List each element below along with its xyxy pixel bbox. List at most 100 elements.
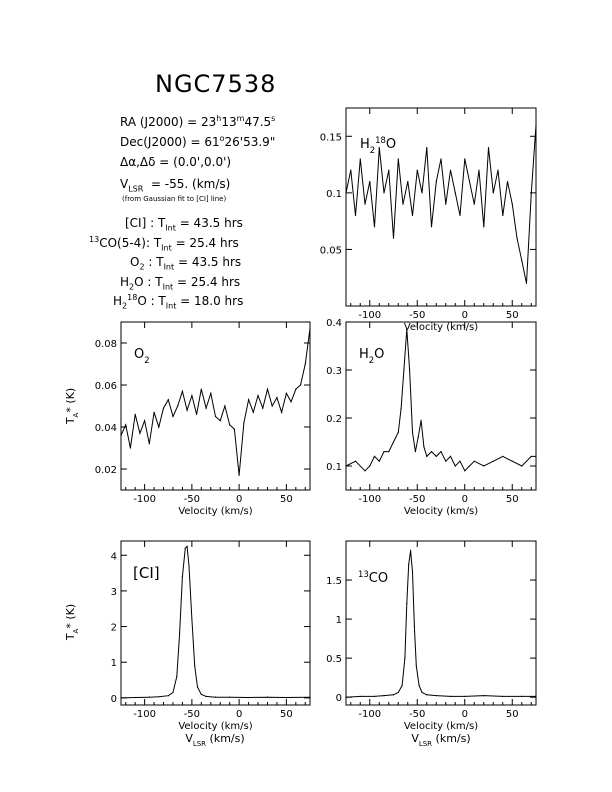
y-tick-label-13co: 1 bbox=[336, 615, 342, 626]
data-point-h2o bbox=[354, 460, 357, 462]
panel-label-o2: O2 bbox=[134, 347, 150, 365]
data-point-13co bbox=[383, 695, 385, 697]
data-point-ci bbox=[229, 696, 231, 698]
data-point-h2o bbox=[454, 465, 456, 467]
data-point-h218o bbox=[516, 237, 518, 239]
y-tick-label-h218o: 0.1 bbox=[326, 189, 342, 200]
data-point-13co bbox=[464, 695, 466, 698]
data-point-13co bbox=[359, 695, 361, 698]
data-point-h218o bbox=[473, 203, 475, 205]
data-point-13co bbox=[535, 695, 537, 698]
data-point-o2 bbox=[172, 415, 174, 418]
data-point-ci bbox=[184, 547, 186, 549]
data-point-h2o bbox=[535, 455, 537, 457]
x-tick-label-o2: 0 bbox=[236, 494, 242, 505]
data-point-o2 bbox=[181, 390, 184, 392]
data-point-o2 bbox=[247, 399, 250, 401]
data-point-h2o bbox=[430, 451, 433, 453]
data-point-h218o bbox=[525, 282, 528, 284]
data-point-h2o bbox=[383, 451, 385, 453]
data-point-ci bbox=[134, 696, 136, 699]
data-point-13co bbox=[406, 602, 408, 605]
offset-line: Δα,Δδ = (0.0',0.0') bbox=[120, 155, 232, 169]
data-point-h2o bbox=[449, 455, 452, 457]
plot-frame-h218o bbox=[345, 107, 537, 307]
data-point-13co bbox=[404, 657, 406, 659]
data-point-ci bbox=[167, 695, 169, 697]
data-point-o2 bbox=[210, 392, 212, 394]
data-point-ci bbox=[188, 565, 190, 567]
data-point-h218o bbox=[407, 180, 409, 183]
data-point-h2o bbox=[406, 328, 408, 330]
x-tick-label-ci: -100 bbox=[133, 709, 156, 720]
data-point-h2o bbox=[397, 431, 399, 433]
data-point-h218o bbox=[435, 180, 437, 183]
data-point-h218o bbox=[421, 192, 423, 194]
data-point-h218o bbox=[402, 203, 404, 205]
y-tick-label-h2o: 0.3 bbox=[326, 366, 342, 377]
dec-line: Dec(J2000) = 61o26'53.9" bbox=[120, 134, 276, 149]
ra-line: RA (J2000) = 23h13m47.5s bbox=[120, 114, 276, 129]
data-point-o2 bbox=[214, 415, 217, 418]
y-tick-label-h218o: 0.05 bbox=[320, 245, 342, 256]
y-tick-label-h2o: 0.2 bbox=[326, 414, 342, 425]
data-point-h218o bbox=[521, 260, 523, 262]
data-point-o2 bbox=[200, 388, 202, 390]
data-point-o2 bbox=[186, 409, 188, 411]
data-point-o2 bbox=[243, 422, 245, 424]
vlsr-note: (from Gaussian fit to [CI] line) bbox=[122, 195, 227, 203]
data-point-h218o bbox=[445, 203, 447, 205]
vlsr-axis-label-13co: VLSR (km/s) bbox=[411, 732, 470, 748]
data-point-h218o bbox=[388, 169, 390, 171]
data-point-h218o bbox=[373, 226, 376, 228]
data-point-h2o bbox=[502, 455, 504, 457]
y-tick-label-h218o: 0.15 bbox=[320, 132, 342, 143]
data-point-ci bbox=[186, 545, 188, 547]
data-point-h2o bbox=[411, 431, 414, 433]
data-point-h218o bbox=[350, 169, 352, 171]
y-tick-label-h2o: 0.1 bbox=[326, 462, 342, 473]
data-point-ci bbox=[247, 696, 250, 699]
data-point-o2 bbox=[120, 434, 122, 436]
x-tick-label-13co: -100 bbox=[358, 709, 381, 720]
data-point-o2 bbox=[309, 327, 311, 329]
integration-13co: 13CO(5-4): TInt = 25.4 hrs bbox=[89, 235, 239, 253]
data-point-h218o bbox=[483, 226, 485, 228]
data-point-o2 bbox=[162, 407, 165, 409]
data-point-o2 bbox=[285, 392, 287, 394]
y-tick-label-ci: 3 bbox=[111, 587, 117, 598]
panel-label-13co: 13CO bbox=[358, 569, 388, 586]
data-point-h2o bbox=[409, 369, 411, 371]
data-point-h2o bbox=[435, 455, 437, 457]
x-tick-label-h218o: 0 bbox=[462, 310, 468, 321]
x-tick-label-h2o: -50 bbox=[409, 494, 425, 505]
panel-label-ci: [CI] bbox=[133, 564, 160, 582]
x-tick-label-13co: 0 bbox=[462, 709, 468, 720]
data-point-o2 bbox=[262, 407, 264, 409]
data-point-h218o bbox=[459, 214, 461, 217]
x-axis-label-o2: Velocity (km/s) bbox=[178, 506, 252, 517]
data-point-o2 bbox=[125, 424, 127, 426]
data-point-h218o bbox=[506, 180, 509, 183]
data-point-13co bbox=[415, 665, 417, 667]
data-point-h218o bbox=[364, 203, 366, 205]
data-point-o2 bbox=[153, 411, 155, 413]
x-axis-label-ci: Velocity (km/s) bbox=[178, 721, 252, 732]
data-point-h218o bbox=[378, 147, 380, 149]
data-point-ci bbox=[181, 576, 184, 578]
data-point-h218o bbox=[487, 147, 490, 149]
x-tick-label-13co: -50 bbox=[409, 709, 425, 720]
plot-frame-o2 bbox=[120, 321, 311, 491]
plot-frame-h2o bbox=[345, 321, 537, 491]
data-point-o2 bbox=[219, 420, 221, 422]
x-tick-label-h2o: 0 bbox=[462, 494, 468, 505]
y-axis-label-o2: TA* (K) bbox=[64, 388, 80, 425]
data-point-h2o bbox=[414, 451, 416, 453]
data-point-h2o bbox=[445, 460, 447, 462]
data-point-o2 bbox=[139, 432, 141, 434]
data-point-o2 bbox=[177, 405, 179, 407]
integration-o2: O2 : TInt = 43.5 hrs bbox=[130, 255, 242, 272]
data-point-h218o bbox=[345, 192, 347, 194]
data-point-h2o bbox=[426, 455, 428, 457]
